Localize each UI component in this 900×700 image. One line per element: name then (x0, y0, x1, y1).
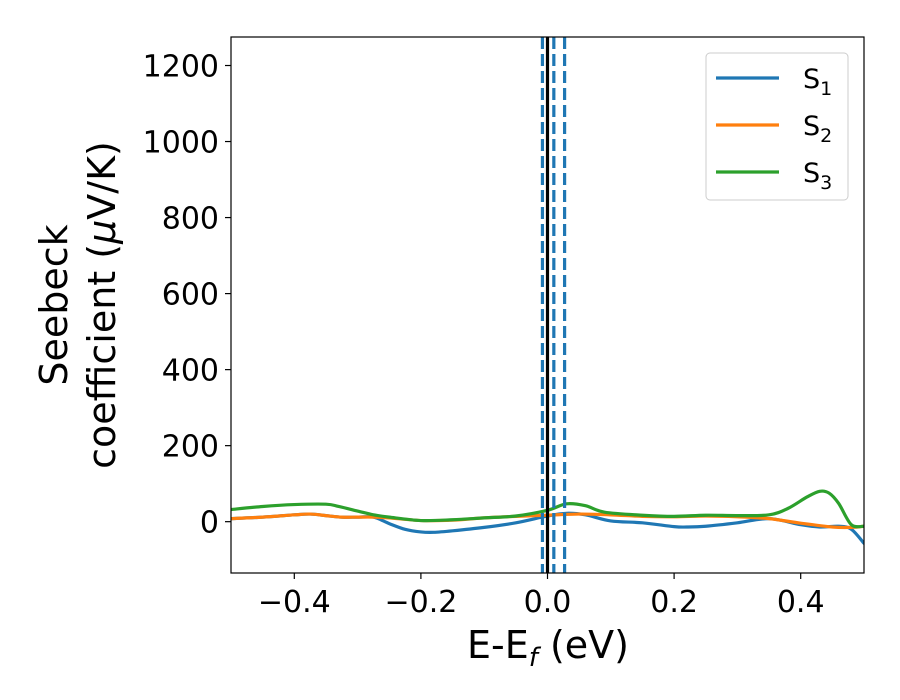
y-axis-ticks: 0 200 400 600 800 1000 1200 (143, 50, 231, 541)
x-tick-label: 0.0 (524, 585, 572, 620)
x-tick-label: 0.2 (650, 585, 698, 620)
y-tick-label: 0 (200, 506, 219, 541)
y-tick-label: 200 (162, 430, 219, 465)
y-tick-label: 400 (162, 354, 219, 389)
series-line-s3 (231, 489, 864, 529)
x-tick-label: 0.4 (777, 585, 825, 620)
y-tick-label: 600 (162, 278, 219, 313)
legend-label-s3: S3 (803, 158, 832, 194)
y-tick-label: 1200 (143, 50, 219, 85)
y-axis-title: Seebeck coefficient (μV/K) (32, 141, 124, 469)
svg-text:Seebeck: Seebeck (32, 224, 76, 385)
x-axis-ticks: −0.4 −0.2 0.0 0.2 0.4 (258, 573, 825, 620)
x-tick-label: −0.2 (384, 585, 457, 620)
legend: S1 S2 S3 (705, 52, 849, 201)
legend-label-s2: S2 (803, 111, 832, 147)
svg-text:coefficient (μV/K): coefficient (μV/K) (80, 141, 124, 469)
series-layer (231, 489, 864, 545)
legend-label-s1: S1 (803, 64, 832, 100)
x-axis-title: E-Ef (eV) (467, 623, 629, 673)
x-tick-label: −0.4 (258, 585, 331, 620)
fermi-level-lines (540, 37, 567, 573)
y-tick-label: 1000 (143, 126, 219, 161)
y-tick-label: 800 (162, 202, 219, 237)
